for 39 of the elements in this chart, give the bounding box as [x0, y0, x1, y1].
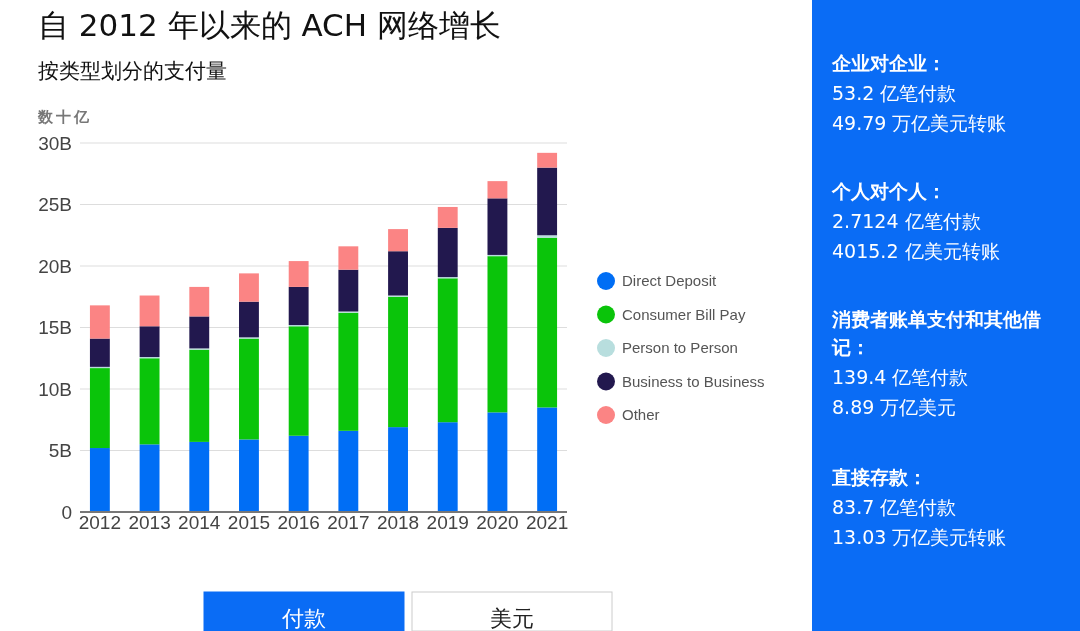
- y-tick-label: 30B: [38, 132, 72, 154]
- legend-label: Person to Person: [622, 339, 738, 356]
- text: 139.4 亿笔付款: [832, 366, 969, 388]
- x-tick-label: 2015: [227, 512, 271, 534]
- x-tick-label: 2013: [128, 512, 171, 534]
- text: 49.79 万亿美元转账: [832, 112, 1007, 134]
- x-tick-label: 2018: [376, 512, 420, 534]
- text: 个人对个人：: [831, 180, 946, 202]
- chart-subtitle: 按类型划分的支付量: [38, 59, 227, 83]
- text: 消费者账单支付和其他借记：: [831, 308, 1041, 358]
- y-tick-label: 20B: [38, 255, 72, 277]
- text: 53.2 亿笔付款: [832, 82, 957, 104]
- x-tick-label: 2020: [476, 512, 519, 534]
- y-tick-label: 25B: [38, 194, 72, 216]
- y-tick-label: 5B: [48, 440, 72, 462]
- payments-button: 付款: [203, 591, 405, 631]
- dollars-button: 美元: [411, 591, 613, 631]
- text: 2.7124 亿笔付款: [832, 210, 981, 232]
- legend-label: Direct Deposit: [622, 272, 718, 289]
- text: 4015.2 亿美元转账: [832, 240, 1000, 262]
- legend-label: Other: [622, 406, 660, 423]
- x-tick-label: 2012: [78, 512, 122, 534]
- x-tick-label: 2014: [178, 512, 221, 534]
- text: 13.03 万亿美元转账: [832, 526, 1007, 548]
- legend-label: Consumer Bill Pay: [622, 305, 746, 323]
- y-tick-label: 10B: [38, 378, 72, 400]
- x-tick-label: 2016: [277, 512, 320, 534]
- text: 8.89 万亿美元: [832, 396, 957, 418]
- x-tick-label: 2017: [327, 512, 370, 534]
- text: 直接存款：: [831, 466, 927, 488]
- y-tick-label: 0: [61, 501, 72, 523]
- chart-title: 自 2012 年以来的 ACH 网络增长: [38, 7, 501, 43]
- y-tick-label: 15B: [38, 317, 72, 339]
- x-tick-label: 2021: [525, 512, 569, 534]
- legend-label: Business to Business: [622, 372, 765, 390]
- text: 83.7 亿笔付款: [832, 496, 957, 518]
- x-tick-label: 2019: [426, 512, 469, 534]
- y-axis-title: 数十亿: [37, 108, 92, 126]
- text: 企业对企业：: [831, 52, 946, 74]
